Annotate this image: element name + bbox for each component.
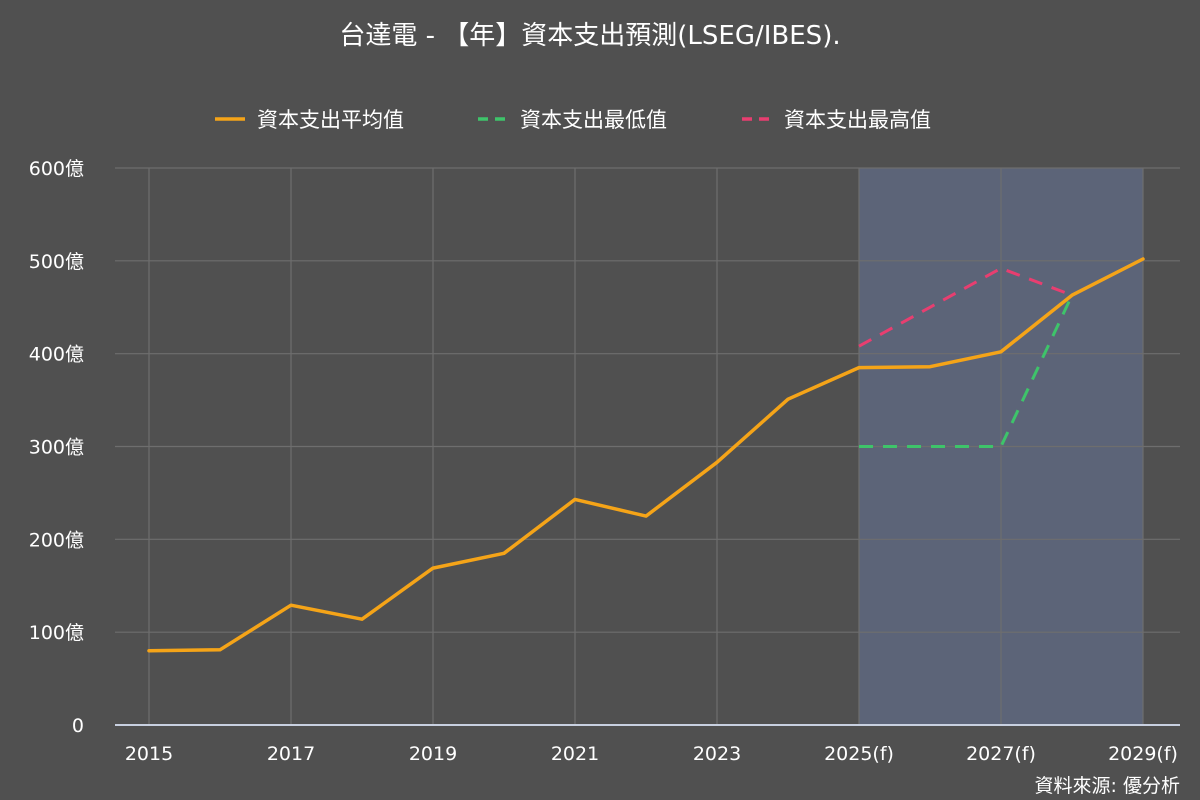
y-tick-label: 0 [72, 715, 84, 737]
y-tick-label: 300億 [29, 437, 84, 459]
x-tick-label: 2029(f) [1108, 743, 1178, 765]
source-label: 資料來源: 優分析 [1035, 775, 1180, 797]
y-tick-label: 100億 [29, 622, 84, 644]
series-lines [147, 257, 1145, 653]
chart-title: 台達電 - 【年】資本支出預測(LSEG/IBES). [339, 21, 840, 51]
y-tick-label: 600億 [29, 158, 84, 180]
x-tick-label: 2017 [267, 743, 315, 765]
x-tick-label: 2027(f) [966, 743, 1036, 765]
series-line-1 [147, 257, 1145, 653]
x-tick-label: 2025(f) [824, 743, 894, 765]
x-tick-label: 2021 [551, 743, 599, 765]
x-tick-label: 2019 [409, 743, 457, 765]
legend-item-label[interactable]: 資本支出平均值 [257, 108, 404, 132]
legend[interactable]: 資本支出平均值 資本支出最低值 資本支出最高值 [215, 108, 931, 132]
x-tick-label: 2023 [693, 743, 741, 765]
tick-labels: 0 100億 200億 300億 400億 500億 600億 2015 2017 2019 202… [29, 158, 1178, 765]
y-tick-label: 200億 [29, 529, 84, 551]
legend-item-label[interactable]: 資本支出最高值 [784, 108, 931, 132]
y-tick-label: 400億 [29, 344, 84, 366]
grid [115, 167, 1180, 726]
legend-item-label[interactable]: 資本支出最低值 [520, 108, 667, 132]
x-tick-label: 2015 [125, 743, 173, 765]
y-tick-label: 500億 [29, 251, 84, 273]
